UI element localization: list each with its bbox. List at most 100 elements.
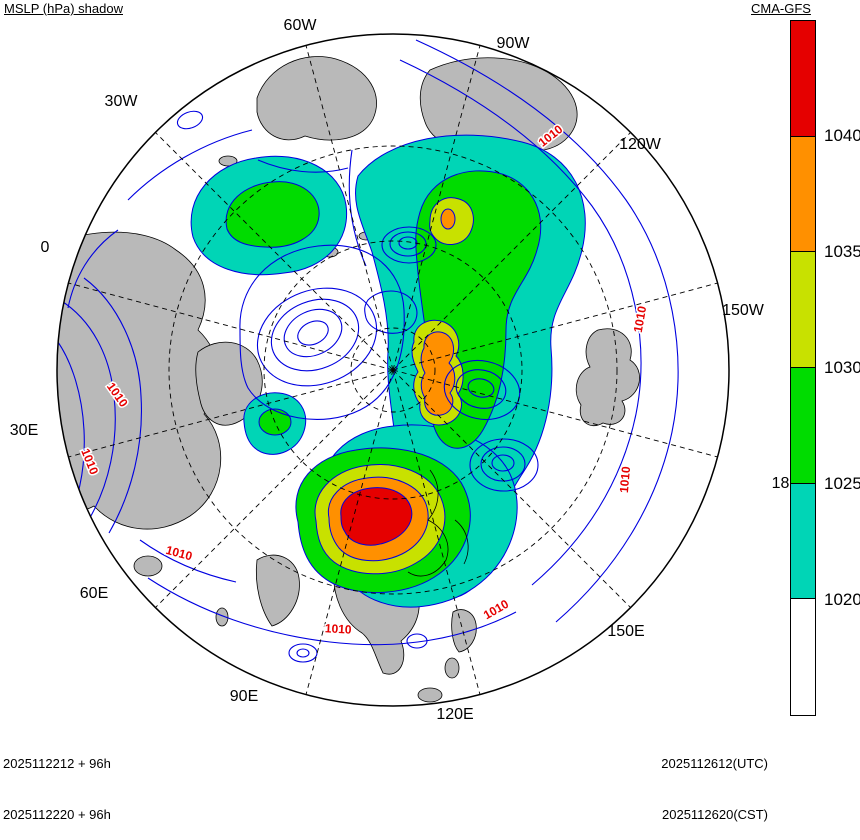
footer-valid-times: 2025112612(UTC) 2025112620(CST)	[558, 721, 768, 840]
isobar-label: 1010	[164, 543, 194, 564]
isobar-label: 1010	[631, 305, 649, 334]
bottom-ring-1b	[296, 648, 310, 658]
meridian-line	[392, 45, 481, 371]
isobar-topleft-1	[127, 129, 253, 201]
valid-time-cst: 2025112620(CST)	[662, 807, 768, 822]
meridian-label: 120W	[619, 136, 662, 153]
land-europe	[195, 341, 263, 426]
bottom-ring-2	[406, 633, 428, 649]
isobar-left-3	[83, 277, 142, 534]
meridian-label: 90E	[230, 688, 258, 705]
low1-ring	[256, 287, 378, 387]
isobar-top-center	[348, 149, 367, 267]
meridian-label: 90W	[497, 35, 531, 52]
low1-outer	[239, 244, 405, 420]
isobar-topleft-2	[67, 229, 119, 309]
isobar-contours	[57, 39, 679, 663]
colorbar-segment	[791, 367, 815, 484]
bottom-ring-1	[288, 643, 318, 663]
land-arctic-canada	[419, 57, 578, 152]
latitude-circle	[263, 240, 523, 500]
weather-chart-page: { "header": { "title": "MSLP (hPa) shado…	[3, 1, 860, 822]
isobar-label: 1010	[481, 597, 511, 623]
meridian-label: 60E	[80, 585, 108, 602]
init-time-cst: 2025112220 + 96h	[3, 807, 111, 822]
shade-green-top-left	[225, 181, 320, 248]
low2-ring	[467, 378, 495, 398]
land-india	[255, 554, 300, 627]
isobar-left-1	[59, 299, 116, 522]
isobar-1010-right	[399, 59, 642, 586]
coastline-overlay	[407, 469, 469, 577]
meridian-line	[155, 132, 394, 371]
low3-ring	[491, 454, 515, 472]
colorbar-tick-label: 1020	[824, 590, 860, 609]
meridian-line	[392, 132, 631, 371]
colorbar	[790, 20, 816, 716]
colorbar-segment	[791, 252, 815, 368]
low3-ring	[480, 446, 526, 482]
colorbar-tick-label: 1035	[824, 242, 860, 261]
colorbar-segment	[791, 21, 815, 137]
latitude-circle	[350, 327, 436, 413]
isobar-greenland	[257, 159, 349, 173]
land-japan	[451, 609, 477, 653]
coast-korea	[454, 519, 469, 565]
island-borneo	[417, 687, 443, 703]
meridian-line	[392, 369, 631, 608]
isobar-1010-outer-right	[415, 39, 679, 623]
isobar-bottom	[147, 577, 517, 646]
low4-ring	[389, 231, 427, 257]
island-srilanka	[215, 607, 229, 627]
meridian-line	[155, 369, 394, 608]
latitude-circle	[168, 145, 618, 595]
island-horn	[133, 555, 163, 577]
shade-orange-band-mid	[420, 331, 456, 416]
meridian-label: 0	[41, 239, 50, 256]
low1-ring	[297, 320, 329, 346]
pole-contour	[364, 290, 418, 334]
colorbar-tick-label: 1040	[824, 126, 860, 145]
chart-title: MSLP (hPa) shadow	[4, 1, 123, 16]
colorbar-tick-label: 1030	[824, 358, 860, 377]
map-boundary	[56, 33, 730, 707]
isobar-label: 1010	[617, 465, 633, 493]
meridian-label: 30E	[10, 422, 38, 439]
isobar-label: 1010	[325, 621, 353, 636]
graticule	[68, 45, 718, 695]
colorbar-tick-label: 1025	[824, 474, 860, 493]
meridian-label: 120E	[436, 706, 473, 723]
colorbar-segment	[791, 483, 815, 600]
model-name: CMA-GFS	[751, 1, 811, 16]
pressure-shading	[190, 134, 586, 608]
colorbar-segment	[791, 599, 815, 715]
coast-china	[407, 469, 449, 577]
shade-orange-band-top	[440, 208, 456, 230]
low3-ring	[469, 438, 539, 492]
low1-ring	[270, 298, 360, 372]
low4-ring	[381, 226, 437, 264]
meridian-label: 30W	[105, 93, 139, 110]
meridian-line	[305, 369, 394, 695]
shade-red-bottom	[340, 487, 413, 546]
meridian-line	[392, 369, 481, 695]
low1-ring	[283, 308, 343, 358]
land-greenland	[256, 56, 377, 141]
isobar-bottom-left	[139, 539, 237, 583]
meridian-line	[392, 369, 718, 458]
meridian-label: 150W	[722, 302, 765, 319]
meridian-line	[305, 45, 394, 371]
meridian-label: 60W	[284, 17, 318, 34]
meridian-line	[68, 282, 394, 371]
footer-init-times: 2025112212 + 96h 2025112220 + 96h	[3, 721, 111, 840]
meridian-label: 150E	[607, 623, 644, 640]
low2-ring	[455, 369, 507, 409]
map-content	[57, 39, 679, 703]
colorbar-segment	[791, 136, 815, 253]
topleft-ring	[176, 110, 204, 130]
land-alaska	[575, 328, 640, 427]
meridian-line	[68, 369, 394, 458]
island-philippines	[444, 657, 460, 679]
